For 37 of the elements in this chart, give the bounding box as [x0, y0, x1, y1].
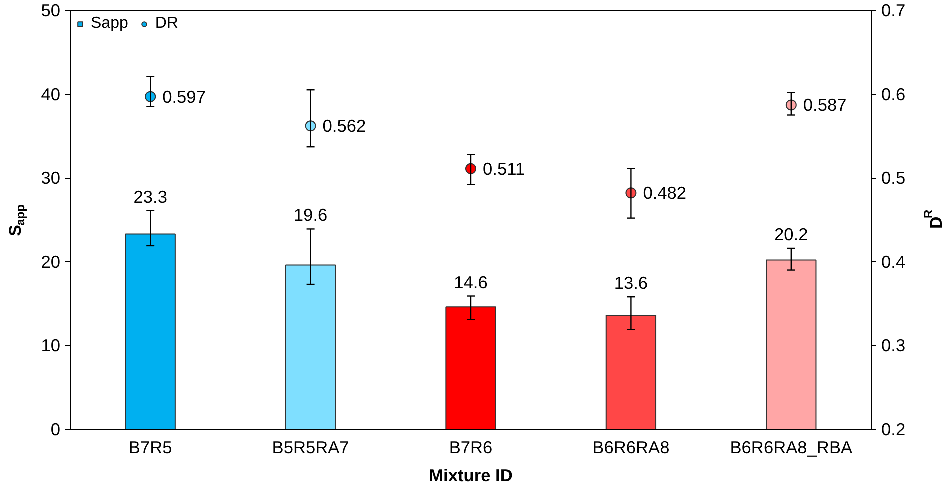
data-label: 23.3 — [134, 186, 168, 207]
data-label: 0.562 — [322, 116, 366, 136]
x-tick-label: B6R6RA8_RBA — [730, 438, 854, 458]
y2-tick-label: 0.6 — [882, 84, 906, 104]
data-label: 0.511 — [483, 158, 526, 179]
y-tick-label: 20 — [41, 252, 61, 272]
bar — [766, 260, 817, 430]
x-tick-label: B7R6 — [449, 438, 493, 458]
y2-tick-label: 0.5 — [882, 168, 906, 188]
y-tick-label: 40 — [41, 84, 61, 104]
y2-tick-label: 0.2 — [882, 420, 906, 440]
legend-label: DR — [155, 15, 178, 33]
bar — [446, 306, 496, 430]
y-tick-label: 0 — [50, 420, 61, 440]
data-label: 0.587 — [803, 95, 847, 116]
x-tick-label: B5R5RA7 — [272, 438, 350, 458]
y2-tick-label: 0.7 — [882, 0, 906, 20]
x-axis-title: Mixture ID — [429, 466, 513, 486]
y-tick-label: 30 — [41, 168, 61, 188]
data-label: 0.597 — [162, 86, 206, 107]
y-axis-title: Sapp — [6, 204, 28, 236]
y2-tick-label: 0.3 — [882, 336, 906, 356]
bar — [606, 315, 657, 430]
y-tick-label: 10 — [41, 336, 61, 356]
data-label: 0.482 — [643, 183, 687, 204]
data-label: 19.6 — [294, 205, 328, 226]
y2-axis-title: DR — [922, 209, 946, 229]
bar — [285, 264, 336, 430]
data-label: 13.6 — [614, 273, 648, 294]
bar — [125, 234, 176, 430]
y-tick-label: 50 — [41, 0, 61, 20]
x-tick-label: B7R5 — [128, 438, 172, 458]
legend-label: Sapp — [91, 15, 128, 33]
y2-tick-label: 0.4 — [882, 252, 906, 272]
x-tick-label: B6R6RA8 — [592, 438, 670, 458]
data-label: 20.2 — [774, 224, 808, 244]
data-label: 14.6 — [454, 272, 488, 292]
